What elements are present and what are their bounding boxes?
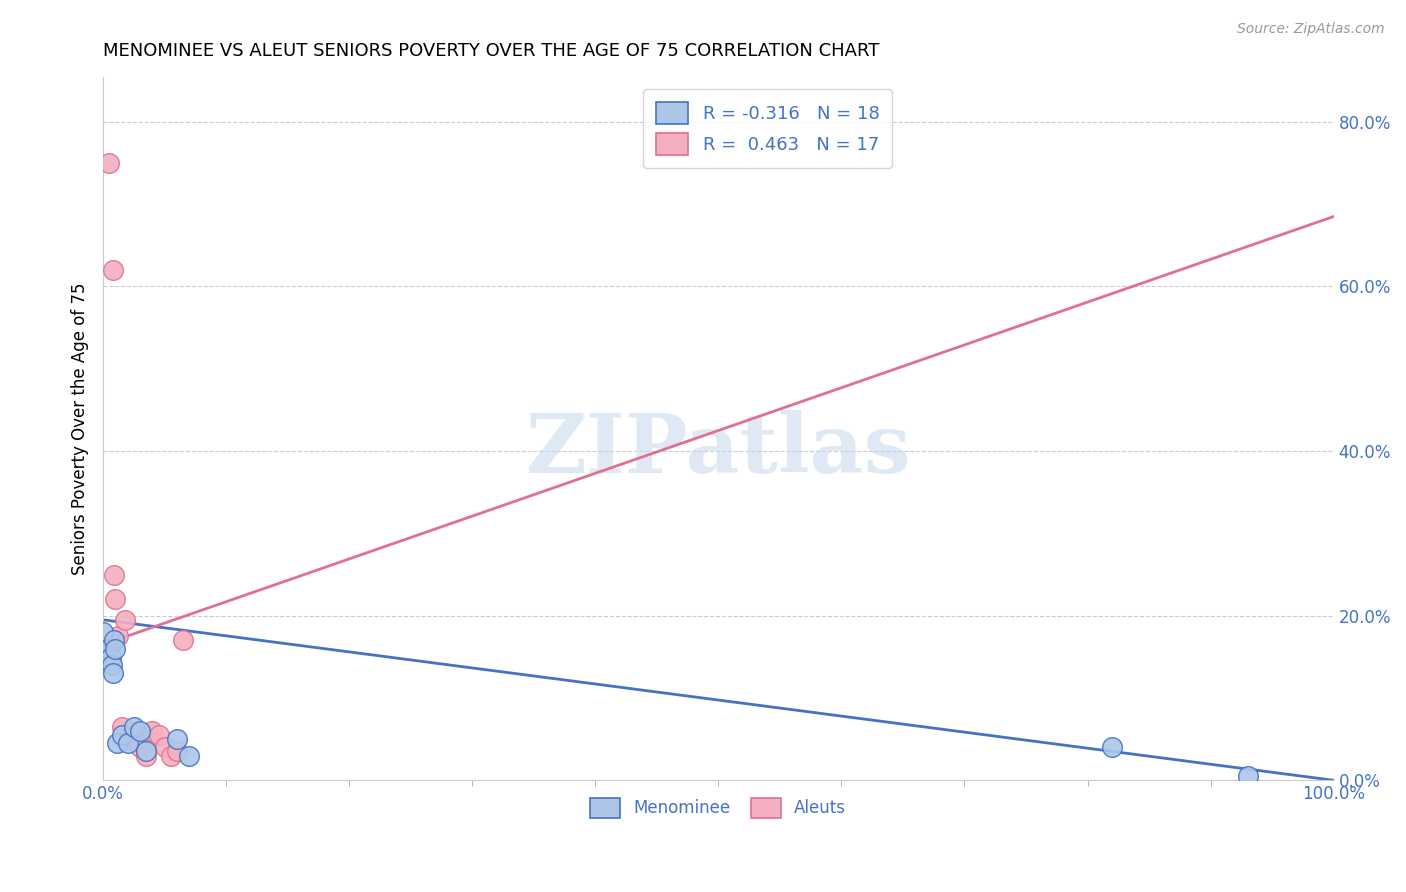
Point [114, 613, 136, 627]
Point [100, 649, 122, 664]
Point [91, 625, 114, 640]
Point [107, 629, 129, 643]
Point [166, 732, 188, 747]
Point [129, 740, 152, 755]
Point [159, 748, 181, 763]
Point [105, 736, 128, 750]
Point [179, 748, 201, 763]
Point [117, 736, 139, 750]
Point [97, 641, 120, 656]
Point [98, 156, 121, 170]
Point [172, 633, 194, 648]
Point [103, 567, 125, 582]
Point [1236, 769, 1258, 783]
Point [110, 720, 132, 734]
Text: Source: ZipAtlas.com: Source: ZipAtlas.com [1237, 22, 1385, 37]
Point [141, 723, 163, 738]
Point [100, 658, 122, 673]
Point [135, 744, 157, 758]
Point [101, 263, 124, 277]
Point [104, 641, 127, 656]
Point [110, 728, 132, 742]
Point [101, 666, 124, 681]
Point [1101, 740, 1123, 755]
Text: ZIPatlas: ZIPatlas [526, 409, 911, 490]
Point [103, 633, 125, 648]
Point [104, 592, 127, 607]
Point [135, 748, 157, 763]
Point [122, 720, 145, 734]
Point [166, 744, 188, 758]
Point [122, 732, 145, 747]
Point [98, 641, 121, 656]
Legend: Menominee, Aleuts: Menominee, Aleuts [583, 791, 853, 825]
Point [148, 728, 170, 742]
Text: MENOMINEE VS ALEUT SENIORS POVERTY OVER THE AGE OF 75 CORRELATION CHART: MENOMINEE VS ALEUT SENIORS POVERTY OVER … [103, 42, 880, 60]
Point [153, 740, 176, 755]
Y-axis label: Seniors Poverty Over the Age of 75: Seniors Poverty Over the Age of 75 [72, 282, 89, 574]
Point [117, 732, 139, 747]
Point [129, 723, 152, 738]
